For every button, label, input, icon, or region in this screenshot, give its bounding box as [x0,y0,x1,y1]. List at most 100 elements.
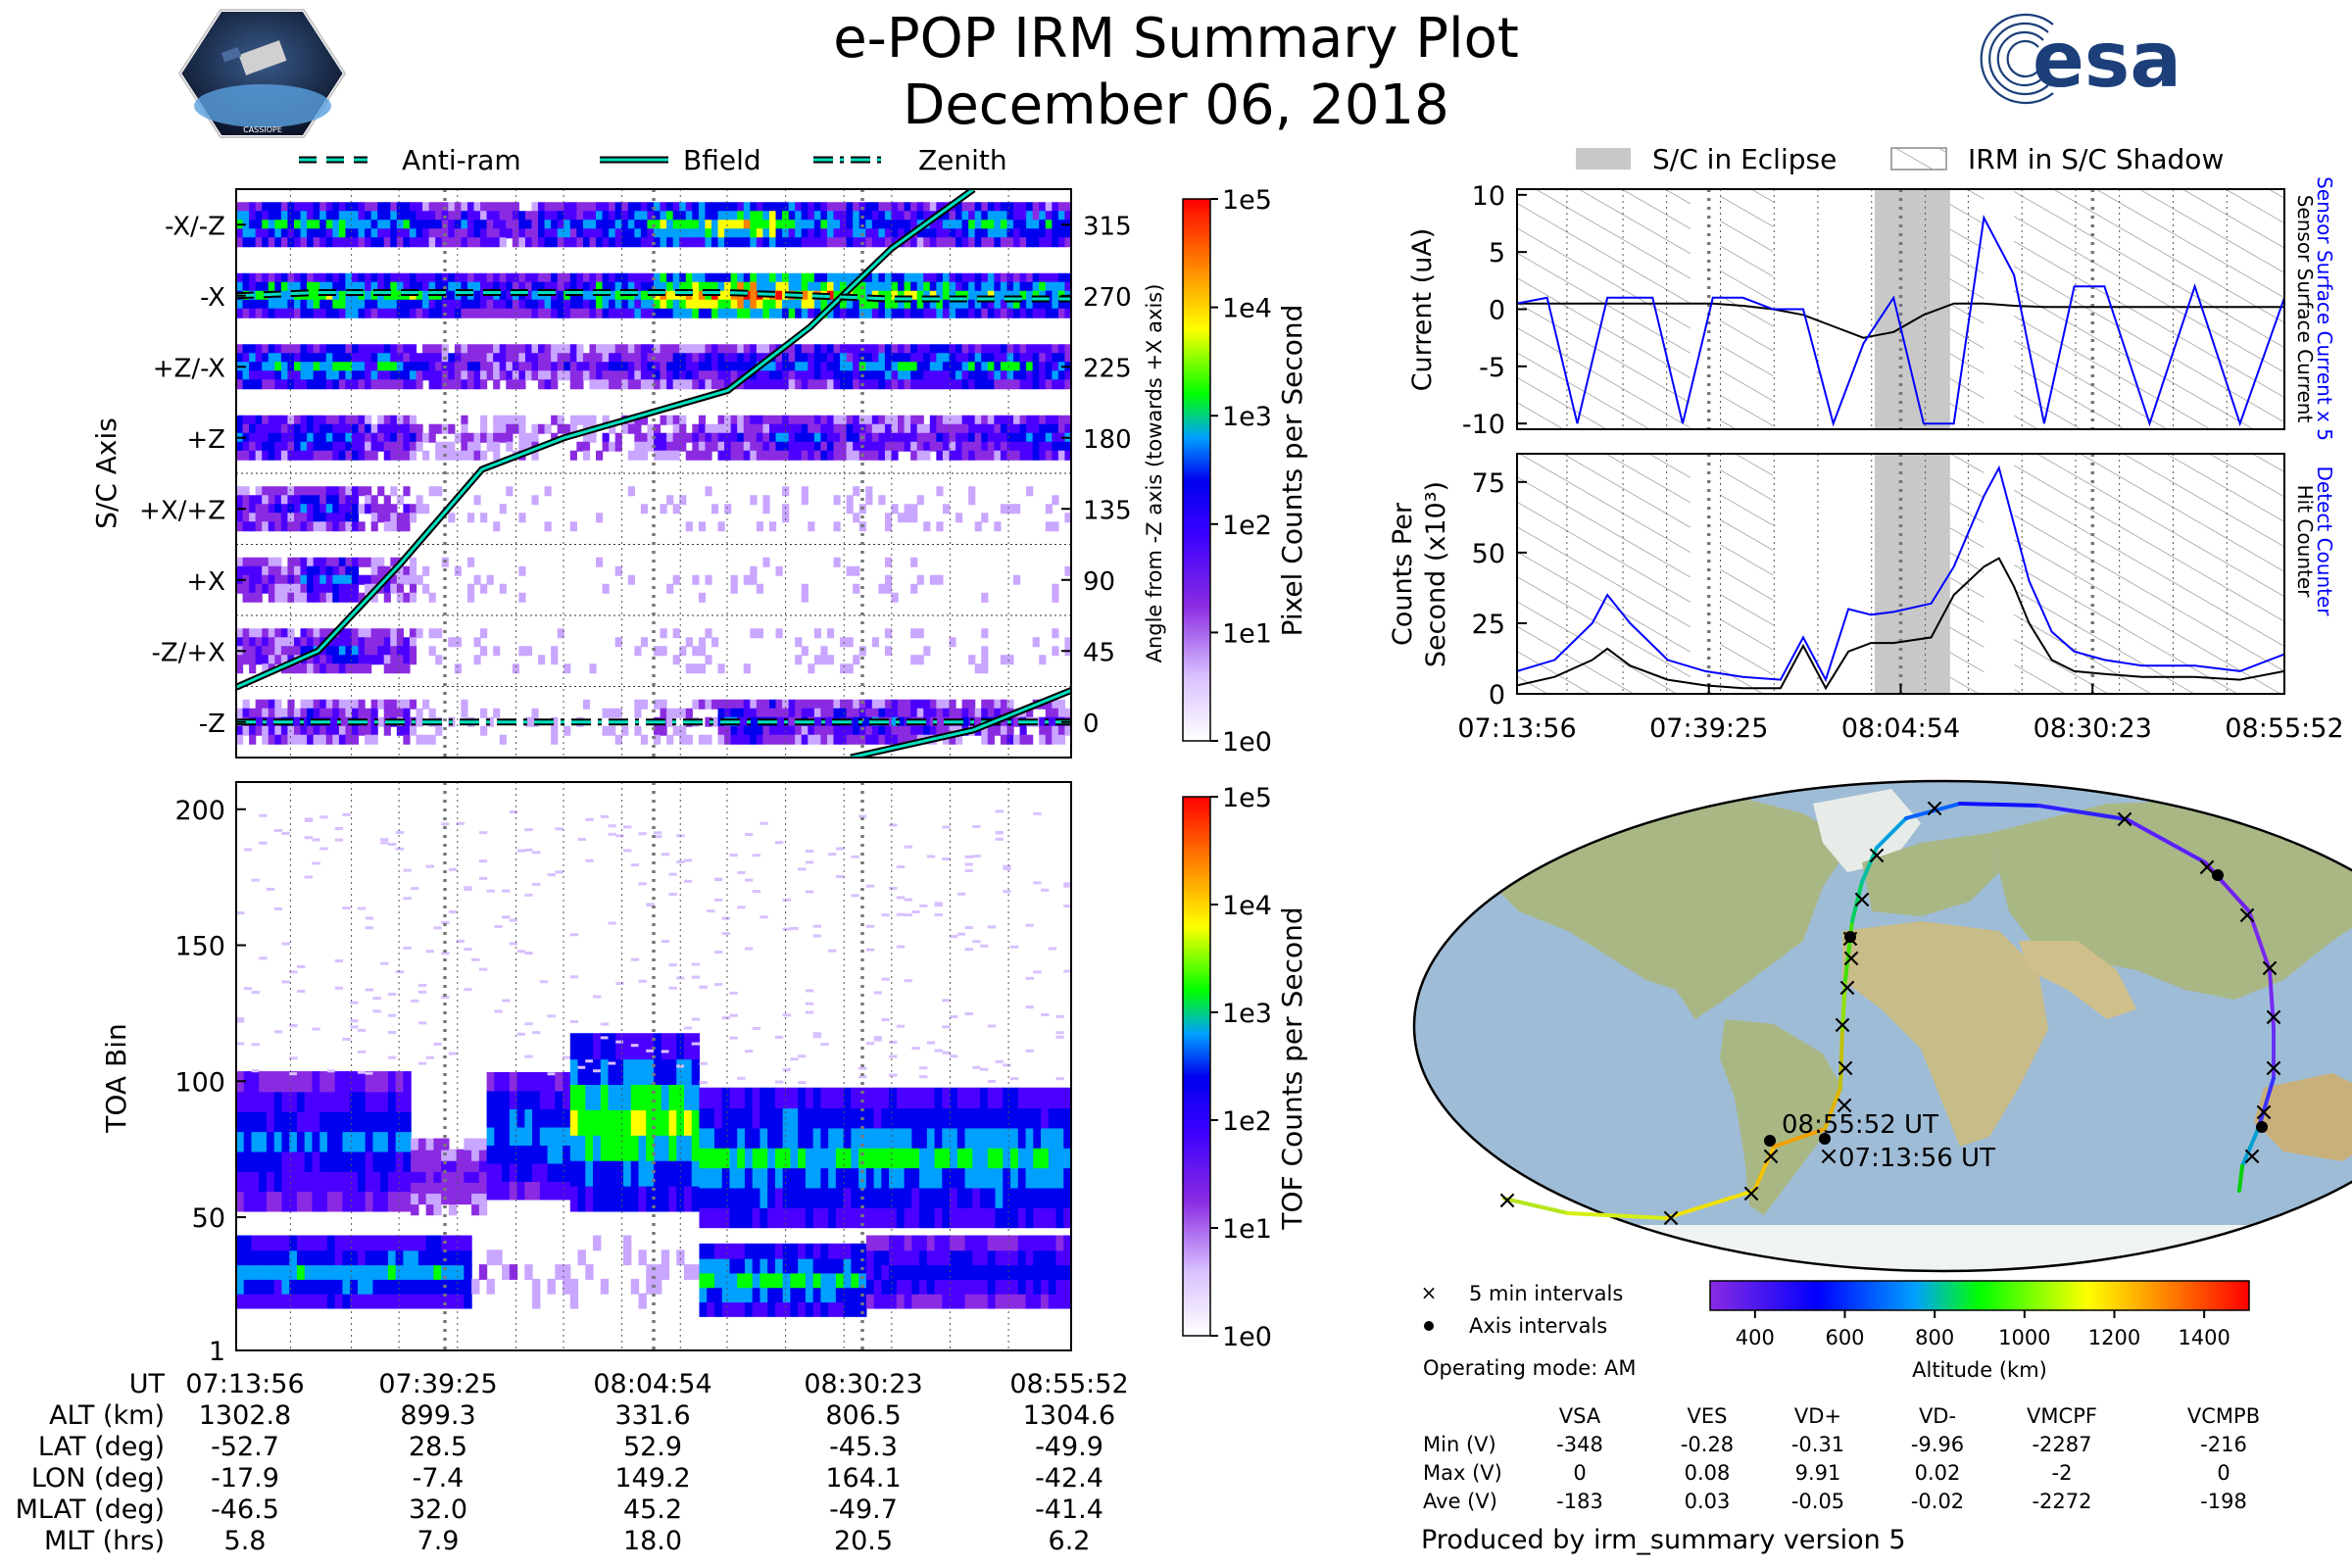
current-right-label-black: Sensor Surface Current [2293,195,2317,423]
sc-axis-right-label: Angle from -Z axis (towards +X axis) [1143,284,1166,663]
sc-axis-row-label: -Z [199,710,225,739]
altitude-tick: 600 [1825,1326,1864,1349]
ephemeris-value: 6.2 [1049,1526,1091,1556]
toa-ytick: 200 [174,796,225,826]
voltage-row-label: Ave (V) [1423,1490,1497,1513]
current-right-label-blue: Sensor Surface Current x 5 [2313,176,2336,441]
pixel-counts-cbar-tick: 1e1 [1222,618,1272,649]
altitude-tick: 400 [1736,1326,1775,1349]
voltage-column-header: VSA [1559,1404,1601,1428]
ephemeris-value: -45.3 [829,1432,898,1462]
plot-date: December 06, 2018 [903,74,1449,137]
orbit-segment [1958,802,2040,808]
five-min-marker: × [1818,1142,1839,1171]
voltage-column-header: VES [1688,1404,1728,1428]
legend-zenith-label: Zenith [918,144,1007,176]
legend-anti-ram: Anti-ram [299,144,521,176]
pixel-counts-cbar-tick: 1e2 [1222,511,1272,541]
current-ytick: -10 [1462,410,1505,440]
ephemeris-row-label: LON (deg) [31,1463,165,1494]
sc-axis-row-label: +Z [186,425,225,455]
orbit-segment [2247,909,2272,972]
voltage-value: 0.03 [1685,1490,1731,1513]
ephemeris-row-label: UT [129,1369,166,1399]
orbit-segment [1875,816,1908,850]
legend-shadow-label: IRM in S/C Shadow [1968,143,2224,175]
five-min-marker: × [2114,805,2135,834]
five-min-marker: × [1660,1203,1682,1233]
ephemeris-value: 164.1 [825,1463,901,1494]
sc-axis-row-label: -X/-Z [165,212,225,241]
counts-right-label-blue: Detect Counter [2313,466,2336,617]
orbit-segment [1840,978,1847,1031]
ephemeris-value: -7.4 [413,1463,465,1494]
current-ytick: 10 [1472,181,1505,212]
sc-axis-panel: -X/-Z -X +Z/-X +Z +X/+Z +X -Z/+X -Z 315 270 225 18… [90,188,1166,759]
toa-ytick: 1 [209,1337,225,1367]
sc-axis-angle-tick: 0 [1083,710,1100,739]
ephemeris-row-label: MLT (hrs) [44,1526,165,1556]
orbit-segment [1772,1127,1827,1149]
voltage-column-header: VD+ [1794,1404,1841,1428]
voltage-value: 0 [2217,1461,2230,1485]
voltage-value: -2287 [2032,1433,2091,1456]
orbit-segment [1904,802,1962,820]
ephemeris-row-label: MLAT (deg) [16,1494,165,1525]
current-ylabel: Current (uA) [1407,228,1438,392]
ephemeris-value: -49.9 [1035,1432,1103,1462]
sc-axis-angle-tick: 225 [1083,354,1132,383]
ephemeris-value: 28.5 [409,1432,467,1462]
ephemeris-value: 08:04:54 [593,1369,711,1399]
orbit-segment [2203,860,2251,913]
tof-counts-cbar-tick: 1e4 [1222,891,1272,921]
ephemeris-value: 5.8 [224,1526,267,1556]
map-legend: × 5 min intervals Axis intervals Operati… [1421,1281,1637,1380]
altitude-tick: 1200 [2088,1326,2140,1349]
orbit-segment [1566,1211,1668,1220]
voltage-value: -2 [2052,1461,2073,1485]
axis-interval-marker [1844,931,1856,943]
counts-ytick: 50 [1472,539,1505,569]
current-yticks: 10 5 0 -5 -10 [1462,181,1527,440]
orbit-segment [1850,880,1864,923]
voltage-value: -198 [2200,1490,2247,1513]
operating-mode: Operating mode: AM [1423,1356,1636,1380]
voltage-row-label: Max (V) [1423,1461,1502,1485]
five-min-marker: × [2253,1098,2275,1127]
ephemeris-value: 08:30:23 [804,1369,922,1399]
tof-counts-cbar-tick: 1e2 [1222,1106,1272,1137]
altitude-tick: 800 [1915,1326,1954,1349]
ephemeris-value: 07:13:56 [185,1369,304,1399]
orbit-segment [2036,804,2129,821]
five-min-marker: × [2241,1142,2263,1171]
five-min-marker: × [1740,1179,1762,1208]
voltage-row-label: Min (V) [1423,1433,1496,1456]
esa-logo: esa [1980,13,2181,105]
legend-bfield: Bfield [600,144,761,176]
sc-axis-angle-tick: 90 [1083,567,1115,597]
counts-right-label-black: Hit Counter [2293,485,2317,598]
five-min-marker: × [1760,1142,1782,1171]
pixel-counts-cbar-tick: 1e4 [1222,294,1272,324]
cassiope-logo: CASSIOPE [176,8,348,139]
dot-marker-icon [1424,1321,1434,1331]
plot-title: e-POP IRM Summary Plot [833,7,1519,71]
orbit-segment [2240,1125,2261,1168]
ephemeris-value: -46.5 [211,1494,279,1525]
orbit-segment [1860,846,1879,884]
sc-axis-angle-tick: 315 [1083,212,1132,241]
axis-interval-marker [2212,869,2224,881]
toa-ylabel: TOA Bin [100,1023,132,1133]
altitude-tick: 1000 [1998,1326,2050,1349]
voltage-value: -0.02 [1911,1490,1964,1513]
ephemeris-value: 08:55:52 [1009,1369,1128,1399]
orbit-segment [1752,1145,1776,1193]
sc-axis-right-ticks: 315 270 225 180 135 90 45 0 [1061,212,1132,739]
hit-counter-line [1517,557,2284,691]
counts-panel: 75 50 25 0 07:13:56 07:39:25 08:04:54 08:30:23… [1388,453,2344,744]
map-legend-dot-label: Axis intervals [1469,1314,1607,1338]
bfield-trace-wrap [850,689,1071,758]
counts-yticks: 75 50 25 0 [1472,468,1527,710]
voltage-value: -348 [1556,1433,1603,1456]
